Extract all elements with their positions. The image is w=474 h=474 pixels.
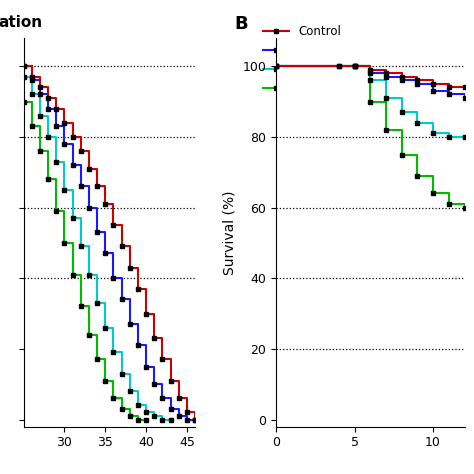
Legend: Control, X-ray 20Gy, X-ray 40Gy, X-ray 60Gy: Control, X-ray 20Gy, X-ray 40Gy, X-ray 6…: [258, 20, 369, 100]
Y-axis label: Survival (%): Survival (%): [223, 190, 237, 274]
Text: B: B: [235, 15, 248, 33]
Text: ation: ation: [0, 15, 42, 29]
